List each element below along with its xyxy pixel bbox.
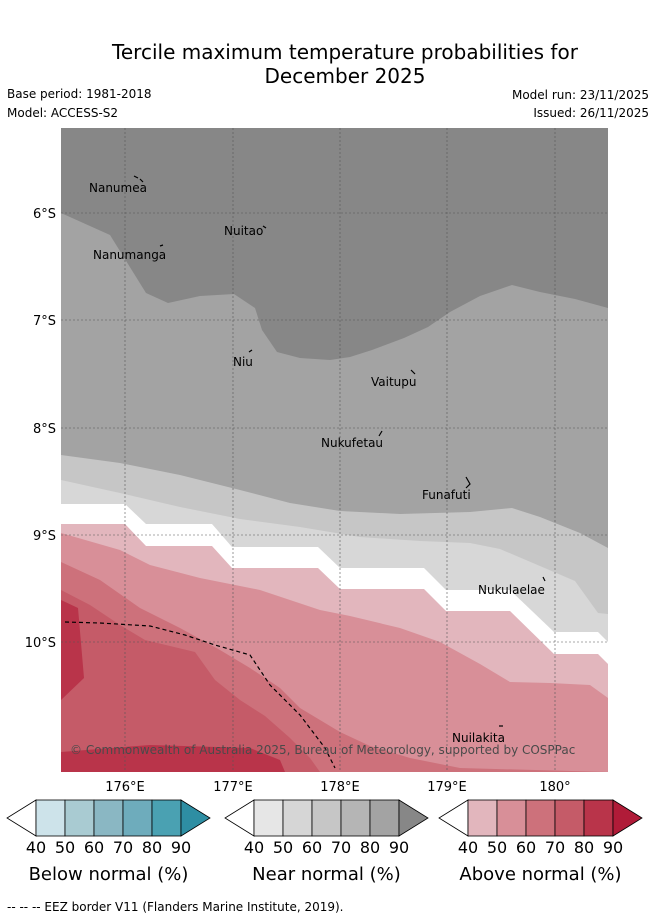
title-line-1: Tercile maximum temperature probabilitie… xyxy=(112,40,578,64)
legend-tick-label: 80 xyxy=(574,838,594,857)
graticule xyxy=(61,128,608,772)
legend-tick-label: 70 xyxy=(545,838,565,857)
place-nukufetau: Nukufetau xyxy=(321,436,383,450)
above-normal-80-zone xyxy=(61,600,84,700)
legend-swatch xyxy=(282,799,313,837)
lon-label-179e: 179°E xyxy=(427,780,467,795)
nanumanga-island xyxy=(159,244,164,247)
lon-label-176e: 176°E xyxy=(105,780,145,795)
legend-low-arrow xyxy=(6,799,37,837)
legend-tick-label: 60 xyxy=(302,838,322,857)
legend-swatch xyxy=(151,799,182,837)
legend-swatch xyxy=(93,799,124,837)
legend-tick-label: 60 xyxy=(84,838,104,857)
legend-low-arrow xyxy=(438,799,469,837)
lon-label-180: 180° xyxy=(539,780,570,795)
island-shapes xyxy=(133,175,546,727)
lat-label-7s: 7°S xyxy=(33,314,56,329)
eez-footnote: -- -- -- EEZ border V11 (Flanders Marine… xyxy=(7,900,344,914)
place-nukulaelae: Nukulaelae xyxy=(478,583,545,597)
above-normal-80-south-zone xyxy=(61,745,285,772)
legend-caption: Below normal (%) xyxy=(29,864,189,885)
title-line-2: December 2025 xyxy=(264,64,426,88)
place-nuitao: Nuitao xyxy=(224,224,263,238)
legend-swatch xyxy=(311,799,342,837)
lat-label-10s: 10°S xyxy=(25,636,56,651)
above-normal-70-zone xyxy=(61,590,320,772)
legend-high-arrow xyxy=(612,799,643,837)
map-title: Tercile maximum temperature probabilitie… xyxy=(0,40,655,88)
place-labels: Nanumea Nuitao Nanumanga Niu Vaitupu Nuk… xyxy=(89,181,545,745)
legend-tick-label: 50 xyxy=(487,838,507,857)
map-field xyxy=(61,128,608,772)
nanumea-island xyxy=(133,175,144,183)
legend-near-normal: 40 50 60 70 80 90 Near normal (%) xyxy=(224,799,429,885)
model-run: Model run: 23/11/2025 xyxy=(511,88,649,102)
legend-tick-label: 90 xyxy=(171,838,191,857)
legend-swatch xyxy=(122,799,153,837)
model-name: Model: ACCESS-S2 xyxy=(7,106,119,120)
nukufetau-island xyxy=(378,430,383,437)
legend-tick-label: 50 xyxy=(55,838,75,857)
legend-high-arrow xyxy=(398,799,429,837)
place-funafuti: Funafuti xyxy=(422,488,471,502)
legend-tick-label: 80 xyxy=(142,838,162,857)
legend-swatch xyxy=(583,799,614,837)
legend-tick-label: 80 xyxy=(360,838,380,857)
lat-label-8s: 8°S xyxy=(33,422,56,437)
eez-border-line xyxy=(64,621,336,769)
base-period: Base period: 1981-2018 xyxy=(7,87,152,101)
place-niu: Niu xyxy=(233,355,253,369)
legend-caption: Above normal (%) xyxy=(459,864,621,885)
vaitupu-island xyxy=(410,369,416,375)
legend-tick-label: 50 xyxy=(273,838,293,857)
legend-caption: Near normal (%) xyxy=(252,864,401,885)
copyright-notice: © Commonwealth of Australia 2025, Bureau… xyxy=(70,743,575,757)
lat-label-6s: 6°S xyxy=(33,207,56,222)
legend-swatch xyxy=(554,799,585,837)
latitude-labels: 6°S 7°S 8°S 9°S 10°S xyxy=(25,207,56,651)
legend-swatch xyxy=(253,799,284,837)
lon-label-178e: 178°E xyxy=(320,780,360,795)
legend-high-arrow xyxy=(180,799,211,837)
place-nanumanga: Nanumanga xyxy=(93,248,166,262)
lon-label-177e: 177°E xyxy=(213,780,253,795)
legend-tick-label: 90 xyxy=(603,838,623,857)
issued-date: Issued: 26/11/2025 xyxy=(533,106,649,120)
legend-tick-label: 40 xyxy=(244,838,264,857)
legend-swatch xyxy=(496,799,527,837)
funafuti-island xyxy=(465,476,471,489)
niu-island xyxy=(248,349,253,353)
legend-swatch xyxy=(340,799,371,837)
place-nuilakita: Nuilakita xyxy=(452,731,505,745)
legend-tick-label: 60 xyxy=(516,838,536,857)
legend-tick-label: 70 xyxy=(331,838,351,857)
legend-swatch xyxy=(369,799,400,837)
legend-swatch xyxy=(467,799,498,837)
place-vaitupu: Vaitupu xyxy=(371,375,417,389)
legend-below-normal: 40 50 60 70 80 90 Below normal (%) xyxy=(6,799,211,885)
legend-tick-label: 90 xyxy=(389,838,409,857)
legend-tick-label: 40 xyxy=(26,838,46,857)
lat-label-9s: 9°S xyxy=(33,529,56,544)
legend-tick-label: 70 xyxy=(113,838,133,857)
legend-swatch xyxy=(525,799,556,837)
legend-swatch xyxy=(35,799,66,837)
legend-swatch xyxy=(64,799,95,837)
legend-low-arrow xyxy=(224,799,255,837)
legend-above-normal: 40 50 60 70 80 90 Above normal (%) xyxy=(438,799,643,885)
legend-tick-label: 40 xyxy=(458,838,478,857)
nukulaelae-island xyxy=(542,576,546,582)
place-nanumea: Nanumea xyxy=(89,181,147,195)
nuitao-island xyxy=(262,225,267,229)
longitude-labels: 176°E 177°E 178°E 179°E 180° xyxy=(105,780,570,795)
